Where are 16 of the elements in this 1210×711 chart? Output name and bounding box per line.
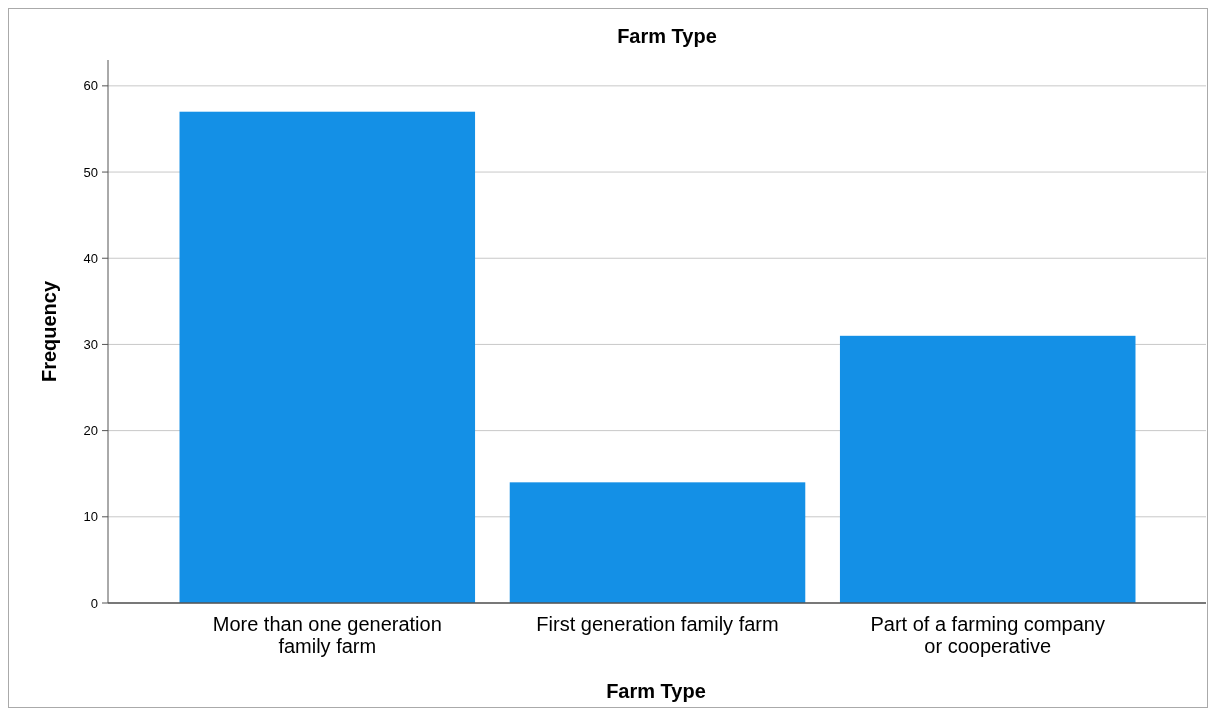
- y-tick-label: 30: [83, 336, 98, 352]
- x-tick-label: Part of a farming company or cooperative: [870, 613, 1105, 657]
- x-axis-title: Farm Type: [606, 680, 706, 702]
- chart-title: Farm Type: [617, 25, 717, 47]
- bar: [179, 111, 476, 603]
- x-tick-label: First generation family farm: [536, 613, 779, 635]
- y-tick-label: 10: [83, 509, 98, 525]
- y-tick-label: 20: [83, 423, 98, 439]
- y-tick-label: 40: [83, 250, 98, 266]
- y-tick-label: 0: [90, 595, 98, 611]
- bar: [839, 335, 1136, 603]
- y-tick-label: 50: [83, 164, 98, 180]
- bar: [509, 482, 806, 603]
- y-axis-title: Frequency: [38, 280, 60, 383]
- x-tick-label: More than one generation family farm: [212, 613, 442, 657]
- y-tick-label: 60: [83, 78, 98, 94]
